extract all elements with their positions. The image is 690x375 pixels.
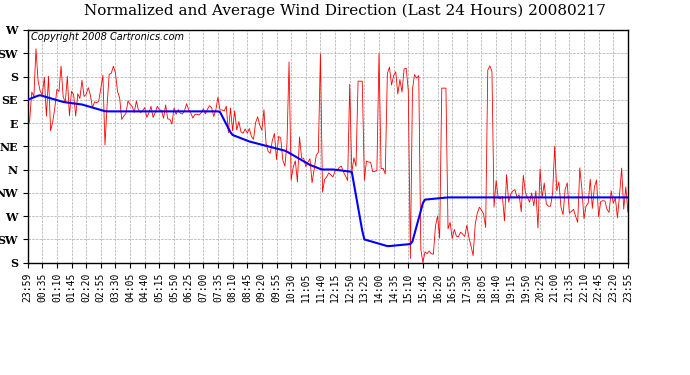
Text: Copyright 2008 Cartronics.com: Copyright 2008 Cartronics.com	[30, 32, 184, 42]
Text: Normalized and Average Wind Direction (Last 24 Hours) 20080217: Normalized and Average Wind Direction (L…	[84, 4, 606, 18]
